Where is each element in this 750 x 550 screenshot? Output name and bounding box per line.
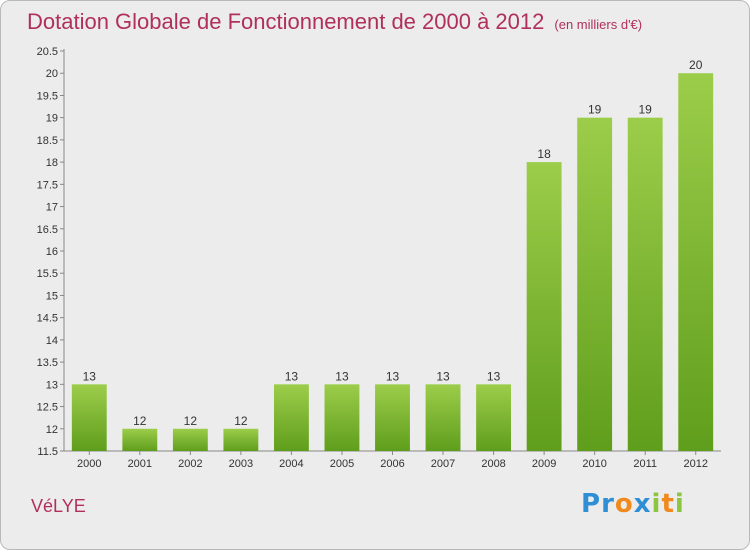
y-tick-label: 18.5 [37,135,58,147]
bar-2006 [375,384,410,451]
chart-unit: (en milliers d'€) [554,17,643,32]
y-tick-label: 16 [46,246,58,258]
value-label-2008: 13 [487,369,501,383]
logo-letter: o [614,489,634,519]
chart-title-text: Dotation Globale de Fonctionnement de 20… [27,9,545,34]
value-label-2012: 20 [689,58,703,72]
y-tick-label: 17 [46,202,58,214]
bar-2008 [476,384,512,451]
x-tick-label-2008: 2008 [481,458,505,470]
value-label-2006: 13 [386,369,400,383]
y-tick-label: 19 [46,113,58,125]
logo-letter: i [651,489,662,519]
bar-2007 [425,384,461,451]
bar-2009 [526,162,562,451]
value-label-2002: 12 [184,414,198,428]
value-label-2010: 19 [588,103,602,117]
y-tick-label: 16.5 [37,224,58,236]
y-tick-label: 15 [46,290,58,302]
value-label-2011: 19 [639,103,653,117]
x-tick-label-2011: 2011 [633,458,657,470]
y-tick-label: 17.5 [37,179,58,191]
value-label-2000: 13 [83,369,97,383]
y-tick-label: 11.5 [37,446,58,458]
x-tick-label-2001: 2001 [128,458,152,470]
y-tick-label: 19.5 [37,90,58,102]
axes: 11.5 12 12.5 13 13.5 14 14.5 15 15.5 16 16.5 17 17.5… [37,46,721,470]
y-tick-label: 14 [46,335,58,347]
commune-name: VéLYE [31,496,86,516]
bar-2003 [223,428,259,451]
bar-2012 [678,73,714,451]
bar-2002 [172,428,208,451]
value-label-2009: 18 [537,147,551,161]
value-label-2001: 12 [133,414,147,428]
bar-2011 [627,117,663,452]
y-tick-label: 13.5 [37,357,58,369]
logo-letter: t [661,489,675,519]
y-tick-label: 13 [46,379,58,391]
x-tick-label-2012: 2012 [683,458,707,470]
x-tick-label-2006: 2006 [380,458,404,470]
x-tick-label-2009: 2009 [532,458,556,470]
x-tick-label-2002: 2002 [178,458,202,470]
x-tick-label-2007: 2007 [431,458,455,470]
value-label-2007: 13 [436,369,450,383]
bars [71,73,714,452]
logo-letter: i [674,489,685,519]
y-tick-label: 12.5 [37,402,58,414]
proxiti-logo: Proxiti [581,489,685,519]
x-tick-label-2004: 2004 [279,458,303,470]
x-tick-label-2005: 2005 [330,458,354,470]
y-tick-label: 15.5 [37,268,58,280]
value-label-2005: 13 [335,369,349,383]
bar-2010 [577,117,613,452]
logo-letter: P [581,489,602,519]
value-label-2003: 12 [234,414,248,428]
bar-2001 [122,428,158,451]
y-tick-label: 18 [46,157,58,169]
x-tick-label-2010: 2010 [582,458,606,470]
bar-2004 [273,384,309,451]
y-tick-label: 14.5 [37,313,58,325]
x-tick-label-2003: 2003 [229,458,253,470]
value-label-2004: 13 [285,369,299,383]
logo-letter: x [633,489,652,519]
y-tick-label: 20.5 [37,46,58,58]
y-tick-label: 20 [46,68,58,80]
chart-title: Dotation Globale de Fonctionnement de 20… [27,9,642,35]
logo-letter: r [601,489,615,519]
labels: 13 12 12 12 13 13 13 13 13 18 19 19 20 [83,58,703,428]
y-tick-label: 12 [46,424,58,436]
bar-2000 [71,384,107,451]
bar-2005 [324,384,360,451]
x-tick-label-2000: 2000 [77,458,101,470]
